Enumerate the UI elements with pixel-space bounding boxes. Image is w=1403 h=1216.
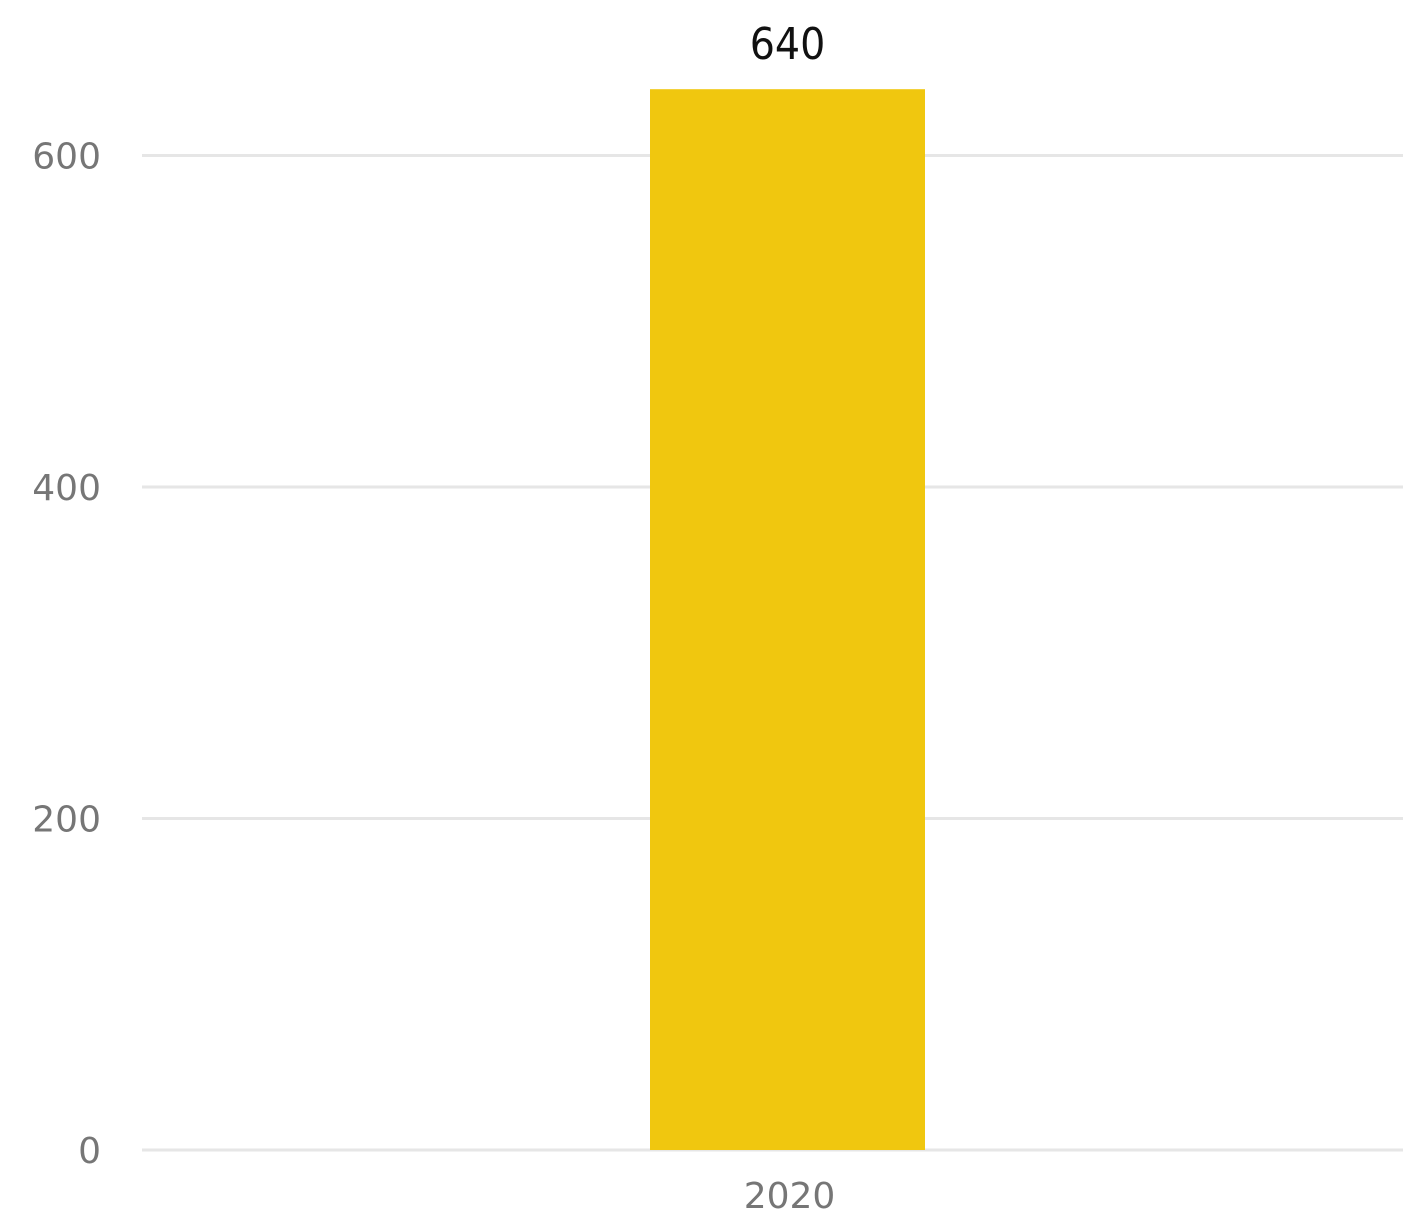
data-labels: 640 — [750, 19, 826, 70]
y-tick-label-0: 0 — [78, 1131, 101, 1172]
bars — [650, 89, 925, 1151]
y-tick-label-600: 600 — [32, 137, 101, 178]
data-label-2020: 640 — [750, 19, 826, 70]
y-tick-label-400: 400 — [32, 468, 101, 509]
x-tick-label-2020: 2020 — [744, 1176, 836, 1216]
y-tick-label-200: 200 — [32, 800, 101, 841]
y-axis-tick-labels: 0 200 400 600 — [32, 137, 101, 1173]
x-axis-tick-labels: 2020 — [744, 1176, 836, 1216]
bar-2020 — [650, 89, 925, 1151]
